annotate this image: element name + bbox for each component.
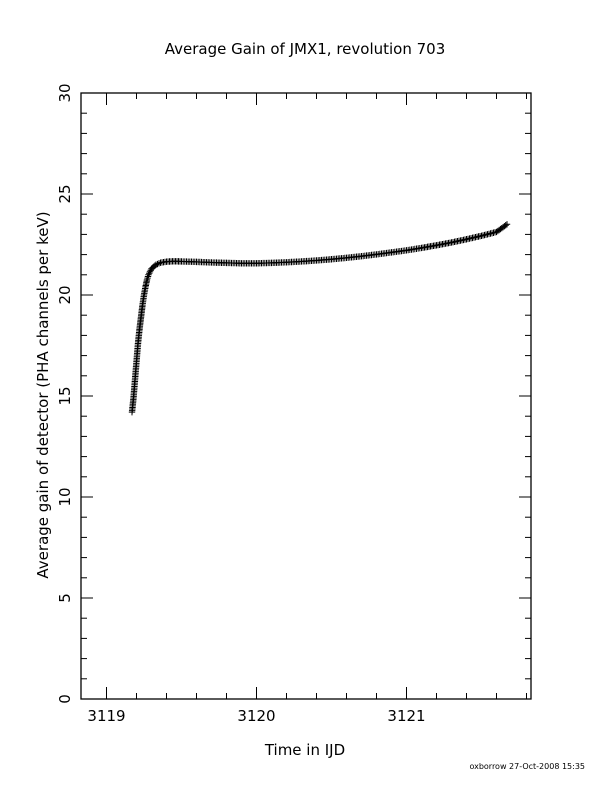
plot-frame <box>80 92 532 700</box>
y-tick-label: 5 <box>56 593 74 603</box>
data-point <box>146 270 153 277</box>
y-tick-label: 30 <box>56 83 74 102</box>
y-tick-label: 15 <box>56 386 74 405</box>
data-points <box>128 221 511 416</box>
data-point <box>146 268 154 275</box>
data-point <box>154 260 161 268</box>
data-point <box>155 260 163 267</box>
y-tick-label: 20 <box>56 285 74 304</box>
x-tick-label: 3121 <box>387 707 425 725</box>
data-point <box>152 261 160 268</box>
y-axis-label: Average gain of detector (PHA channels p… <box>34 211 52 578</box>
y-axis-ticks: 0 5 10 15 20 25 30 <box>56 83 531 704</box>
y-tick-label: 0 <box>56 694 74 704</box>
y-tick-label: 25 <box>56 184 74 203</box>
x-tick-label: 3119 <box>87 707 125 725</box>
y-tick-label: 10 <box>56 487 74 506</box>
x-axis-ticks: 3119 3120 3121 <box>87 93 527 725</box>
data-point <box>503 221 511 228</box>
footer-stamp: oxborrow 27-Oct-2008 15:35 <box>469 762 585 771</box>
data-point <box>145 271 152 278</box>
chart-title: Average Gain of JMX1, revolution 703 <box>165 40 446 58</box>
x-axis-label: Time in IJD <box>264 741 345 759</box>
data-point <box>502 222 509 229</box>
x-tick-label: 3120 <box>237 707 275 725</box>
